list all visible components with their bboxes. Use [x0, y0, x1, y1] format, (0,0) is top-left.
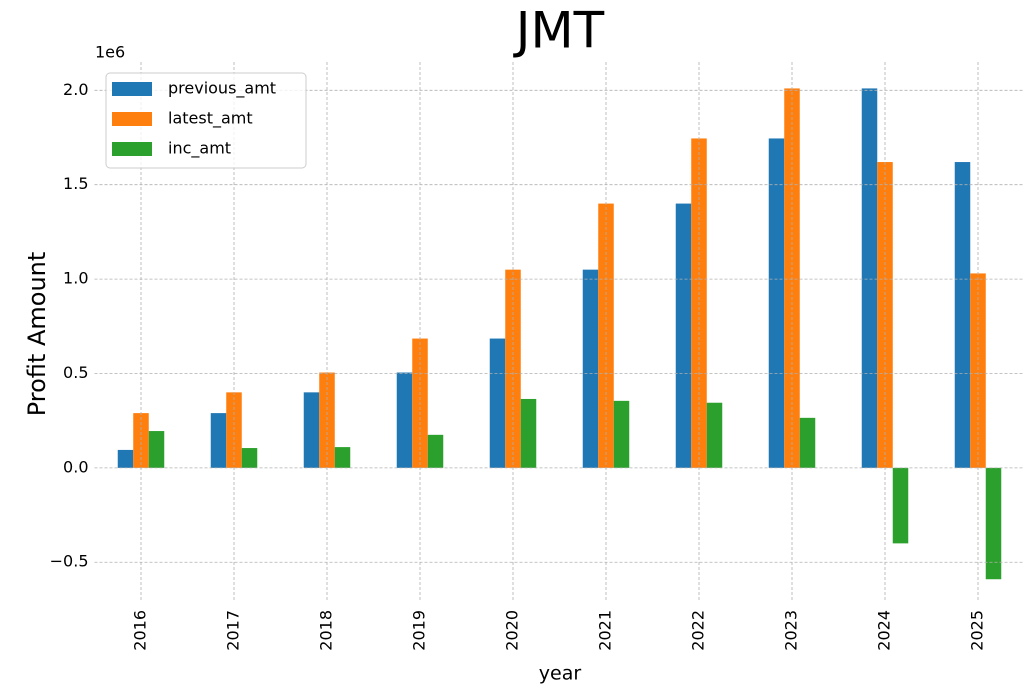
bar [768, 138, 785, 468]
bar [427, 434, 444, 468]
bar [133, 413, 149, 468]
bar [303, 392, 320, 468]
bar [799, 417, 816, 468]
y-tick-label: 0.0 [63, 457, 88, 476]
x-tick-label: 2021 [596, 610, 615, 651]
bar [985, 467, 1002, 580]
bar [334, 447, 351, 468]
bar [613, 400, 630, 468]
y-tick-label: 1.0 [63, 269, 88, 288]
legend-swatch [112, 142, 152, 156]
x-axis-label: year [539, 663, 582, 685]
y-tick-label: 1.5 [63, 174, 88, 193]
bar [970, 273, 986, 468]
x-tick-label: 2024 [875, 610, 894, 651]
legend-swatch [112, 112, 152, 126]
x-tick-label: 2018 [317, 610, 336, 651]
bar [148, 431, 165, 468]
grid [94, 62, 1025, 600]
bar [598, 203, 614, 468]
bar [241, 448, 258, 468]
legend-swatch [112, 82, 152, 96]
y-tick-label: 2.0 [63, 80, 88, 99]
bar [520, 398, 537, 468]
x-tick-label: 2016 [131, 610, 150, 651]
x-tick-label: 2020 [503, 610, 522, 651]
bar [706, 402, 723, 468]
y-tick-label: −0.5 [50, 552, 89, 571]
bar [117, 449, 134, 468]
y-tick-label: 0.5 [63, 363, 88, 382]
bar [489, 338, 506, 468]
y-axis-label: Profit Amount [23, 252, 51, 417]
bar [675, 203, 692, 468]
legend-label: previous_amt [168, 79, 276, 99]
bar [396, 372, 413, 468]
x-tick-label: 2025 [968, 610, 987, 651]
bar [210, 413, 227, 468]
x-tick-label: 2022 [689, 610, 708, 651]
bar [892, 467, 909, 544]
bar [582, 269, 599, 468]
bar [861, 88, 878, 468]
bar [226, 392, 242, 468]
y-offset-label: 1e6 [95, 43, 125, 62]
legend-box [105, 72, 307, 169]
legend-label: latest_amt [168, 109, 253, 129]
chart-title: JMT [513, 2, 605, 60]
bar [319, 372, 335, 468]
x-tick-label: 2023 [782, 610, 801, 651]
legend-label: inc_amt [168, 139, 231, 159]
x-tick-label: 2017 [224, 610, 243, 651]
bar [954, 162, 971, 468]
x-tick-label: 2019 [410, 610, 429, 651]
